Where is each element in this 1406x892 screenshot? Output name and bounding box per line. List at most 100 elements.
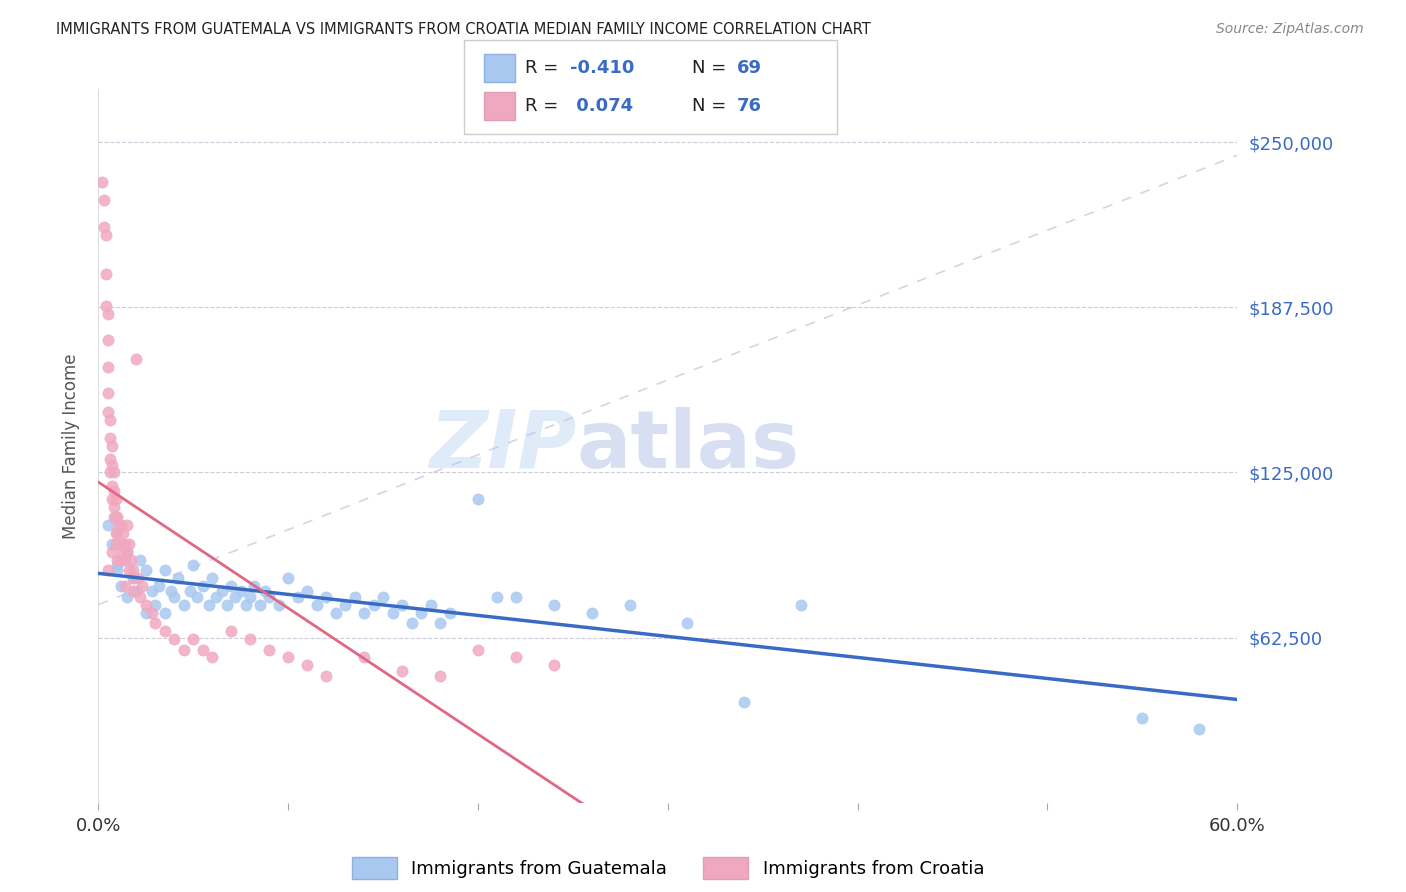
Point (173, 598, 195, 612)
Point (115, 518, 138, 533)
Point (124, 571, 146, 585)
Point (114, 552, 136, 566)
Point (94, 299, 117, 313)
Point (401, 616, 423, 631)
Point (125, 584, 148, 599)
Point (110, 552, 132, 566)
Point (211, 584, 233, 599)
Point (153, 606, 176, 620)
Point (108, 518, 131, 533)
Point (733, 695, 755, 709)
Point (114, 537, 136, 551)
Point (97, 404, 120, 418)
Point (141, 584, 163, 599)
Point (98, 452, 121, 467)
Point (239, 590, 262, 604)
Point (121, 563, 143, 577)
Point (100, 491, 122, 506)
Text: ZIP: ZIP (429, 407, 576, 485)
Text: R =: R = (526, 97, 564, 115)
FancyBboxPatch shape (484, 54, 515, 82)
Point (183, 632, 205, 646)
Point (103, 510, 125, 524)
Point (107, 558, 129, 572)
Point (104, 491, 127, 506)
Point (467, 491, 489, 506)
Point (91, 175, 114, 189)
Point (153, 563, 176, 577)
Text: IMMIGRANTS FROM GUATEMALA VS IMMIGRANTS FROM CROATIA MEDIAN FAMILY INCOME CORREL: IMMIGRANTS FROM GUATEMALA VS IMMIGRANTS … (56, 22, 870, 37)
Point (103, 500, 125, 514)
Point (353, 606, 375, 620)
Point (259, 590, 281, 604)
Point (305, 598, 328, 612)
Point (97, 333, 120, 347)
Point (183, 558, 205, 572)
Point (505, 590, 527, 604)
Point (505, 650, 527, 665)
Point (429, 669, 451, 683)
Text: 69: 69 (737, 59, 762, 77)
Point (277, 650, 299, 665)
Point (135, 563, 157, 577)
Point (104, 537, 127, 551)
Point (243, 579, 266, 593)
Point (235, 598, 257, 612)
Point (107, 563, 129, 577)
Point (439, 606, 461, 620)
Point (121, 571, 143, 585)
Point (107, 552, 129, 566)
Point (287, 590, 309, 604)
Point (676, 616, 699, 631)
Point (94, 227, 117, 242)
Point (381, 606, 404, 620)
Point (543, 658, 565, 673)
Text: -0.410: -0.410 (571, 59, 634, 77)
Point (148, 579, 170, 593)
Point (120, 552, 142, 566)
Text: Source: ZipAtlas.com: Source: ZipAtlas.com (1216, 22, 1364, 37)
Text: N =: N = (692, 59, 733, 77)
Point (277, 571, 299, 585)
Point (173, 642, 195, 657)
Point (153, 624, 176, 638)
Point (191, 642, 214, 657)
Point (411, 606, 433, 620)
Point (249, 598, 271, 612)
Point (110, 537, 132, 551)
Point (110, 579, 132, 593)
Point (97, 518, 120, 533)
Point (297, 658, 319, 673)
Point (467, 642, 489, 657)
Point (419, 598, 441, 612)
Point (486, 590, 509, 604)
Point (129, 552, 152, 566)
Point (131, 579, 153, 593)
Legend: Immigrants from Guatemala, Immigrants from Croatia: Immigrants from Guatemala, Immigrants fr… (344, 850, 991, 887)
Point (343, 590, 366, 604)
Point (107, 537, 129, 551)
Point (221, 579, 243, 593)
Point (115, 590, 138, 604)
Y-axis label: Median Family Income: Median Family Income (62, 353, 80, 539)
Point (201, 571, 224, 585)
Point (114, 579, 136, 593)
Point (391, 598, 413, 612)
Point (179, 584, 201, 599)
Point (112, 545, 135, 559)
Point (125, 351, 148, 366)
Point (100, 458, 122, 472)
Point (135, 598, 157, 612)
Point (115, 545, 138, 559)
Point (201, 650, 224, 665)
Point (353, 650, 375, 665)
Point (254, 584, 277, 599)
Point (186, 590, 208, 604)
Point (191, 579, 214, 593)
Point (93, 193, 115, 207)
FancyBboxPatch shape (484, 92, 515, 120)
Point (107, 526, 129, 541)
Point (325, 606, 347, 620)
Point (104, 510, 127, 524)
Point (103, 466, 125, 480)
